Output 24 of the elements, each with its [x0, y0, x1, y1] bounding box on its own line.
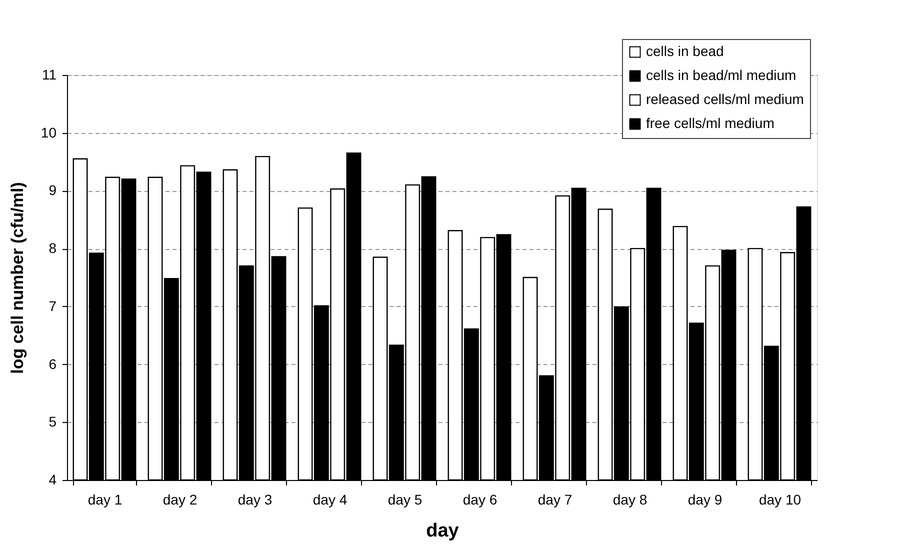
- legend-label: released cells/ml medium: [646, 91, 804, 107]
- x-axis-title: day: [426, 520, 460, 542]
- legend-label: cells in bead/ml medium: [646, 67, 796, 83]
- y-tick-label: 7: [48, 298, 57, 314]
- x-tick-label: day 6: [462, 492, 498, 508]
- x-tick-label: day 9: [688, 492, 722, 508]
- x-tick-label: day 3: [238, 492, 272, 508]
- y-tick-label: 4: [48, 472, 57, 488]
- y-tick-label: 5: [48, 414, 57, 430]
- y-tick-label: 8: [48, 240, 57, 256]
- x-tick-label: day 10: [758, 492, 802, 508]
- x-tick-label: day 1: [88, 492, 122, 508]
- x-tick-label: day 8: [612, 492, 648, 508]
- x-tick-label: day 5: [388, 492, 422, 508]
- legend-label: free cells/ml medium: [646, 115, 774, 131]
- legend-label: cells in bead: [646, 43, 724, 59]
- y-axis-title: log cell number (cfu/ml): [8, 182, 27, 374]
- x-tick-label: day 2: [162, 492, 198, 508]
- y-tick-label: 10: [40, 124, 57, 140]
- y-tick-label: 9: [48, 182, 57, 198]
- x-tick-label: day 7: [538, 492, 572, 508]
- y-tick-label: 11: [42, 66, 57, 82]
- x-tick-label: day 4: [312, 492, 348, 508]
- y-tick-label: 6: [48, 356, 57, 372]
